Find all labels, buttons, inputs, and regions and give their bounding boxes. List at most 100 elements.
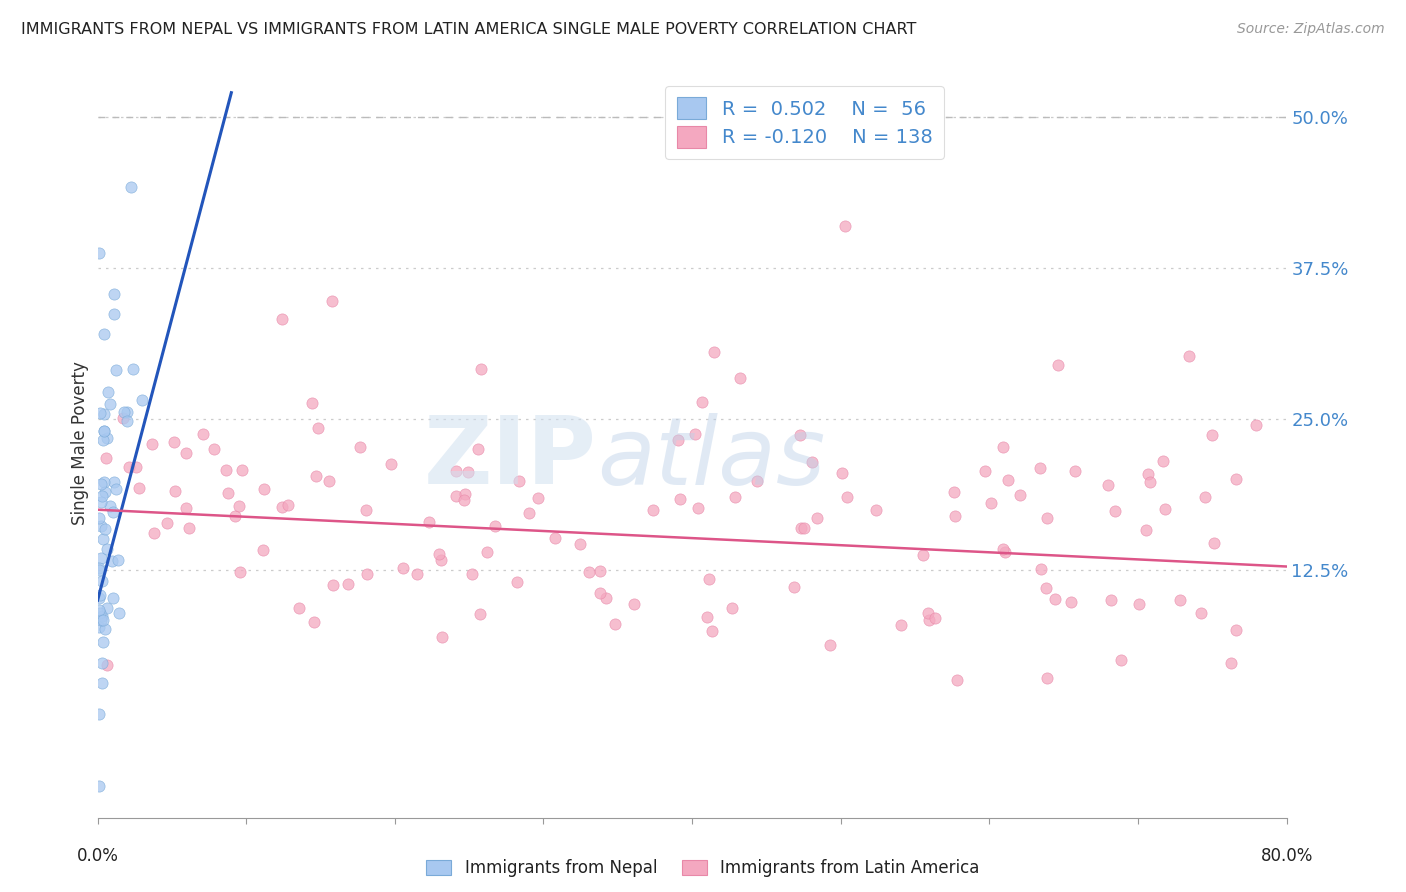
Text: IMMIGRANTS FROM NEPAL VS IMMIGRANTS FROM LATIN AMERICA SINGLE MALE POVERTY CORRE: IMMIGRANTS FROM NEPAL VS IMMIGRANTS FROM… [21,22,917,37]
Point [96,601,118,615]
Point [87,591,110,606]
Point [103,287,125,301]
Point [697,572,720,586]
Point [720,600,742,615]
Point [91,656,114,670]
Point [87,620,110,634]
Point [93,635,115,649]
Point [321,293,343,308]
Point [142,526,165,541]
Point [1029,460,1052,475]
Point [484,519,506,533]
Point [427,547,450,561]
Point [430,630,453,644]
Point [1225,472,1247,486]
Point [668,492,690,507]
Text: atlas: atlas [598,413,825,504]
Point [831,467,853,481]
Point [176,500,198,515]
Point [305,468,328,483]
Point [93,484,115,499]
Point [91,532,114,546]
Point [87,779,110,793]
Point [131,393,153,408]
Point [461,566,484,581]
Point [793,521,815,535]
Point [453,486,475,500]
Point [993,541,1015,556]
Point [93,424,115,438]
Point [1099,593,1122,607]
Point [703,345,725,359]
Point [301,396,323,410]
Point [994,545,1017,559]
Point [641,502,664,516]
Point [943,509,966,524]
Point [224,508,246,523]
Point [115,414,138,428]
Point [228,565,250,579]
Point [918,613,941,627]
Point [1047,359,1070,373]
Point [93,622,115,636]
Point [700,624,723,638]
Point [997,473,1019,487]
Point [90,613,112,627]
Point [595,591,617,605]
Text: Source: ZipAtlas.com: Source: ZipAtlas.com [1237,22,1385,37]
Point [104,482,127,496]
Point [1246,417,1268,432]
Point [97,385,120,400]
Point [96,431,118,445]
Point [112,405,135,419]
Point [117,404,139,418]
Point [98,499,121,513]
Point [1137,467,1160,481]
Point [288,601,311,615]
Point [527,491,550,506]
Point [91,489,114,503]
Point [467,442,489,457]
Point [470,362,492,376]
Point [93,425,115,439]
Point [517,506,540,520]
Point [508,474,530,488]
Point [589,564,612,578]
Point [666,433,689,447]
Point [105,362,128,376]
Point [1189,606,1212,620]
Point [91,613,114,627]
Point [101,554,124,568]
Point [1097,477,1119,491]
Point [91,433,114,447]
Text: 0.0%: 0.0% [77,847,118,864]
Point [406,567,429,582]
Point [991,440,1014,454]
Point [253,483,276,497]
Point [380,457,402,471]
Text: 80.0%: 80.0% [1260,847,1313,864]
Point [1201,428,1223,442]
Point [112,411,135,425]
Point [789,428,811,442]
Point [605,616,627,631]
Point [783,580,806,594]
Point [90,551,112,566]
Point [834,219,856,234]
Point [118,460,141,475]
Point [179,520,201,534]
Point [103,475,125,489]
Point [107,553,129,567]
Point [1064,465,1087,479]
Point [214,463,236,477]
Point [1135,523,1157,537]
Legend: Immigrants from Nepal, Immigrants from Latin America: Immigrants from Nepal, Immigrants from L… [419,853,987,884]
Point [191,427,214,442]
Point [446,489,468,503]
Point [418,515,440,529]
Point [623,597,645,611]
Point [89,406,111,420]
Point [391,561,413,575]
Point [228,499,250,513]
Point [946,673,969,687]
